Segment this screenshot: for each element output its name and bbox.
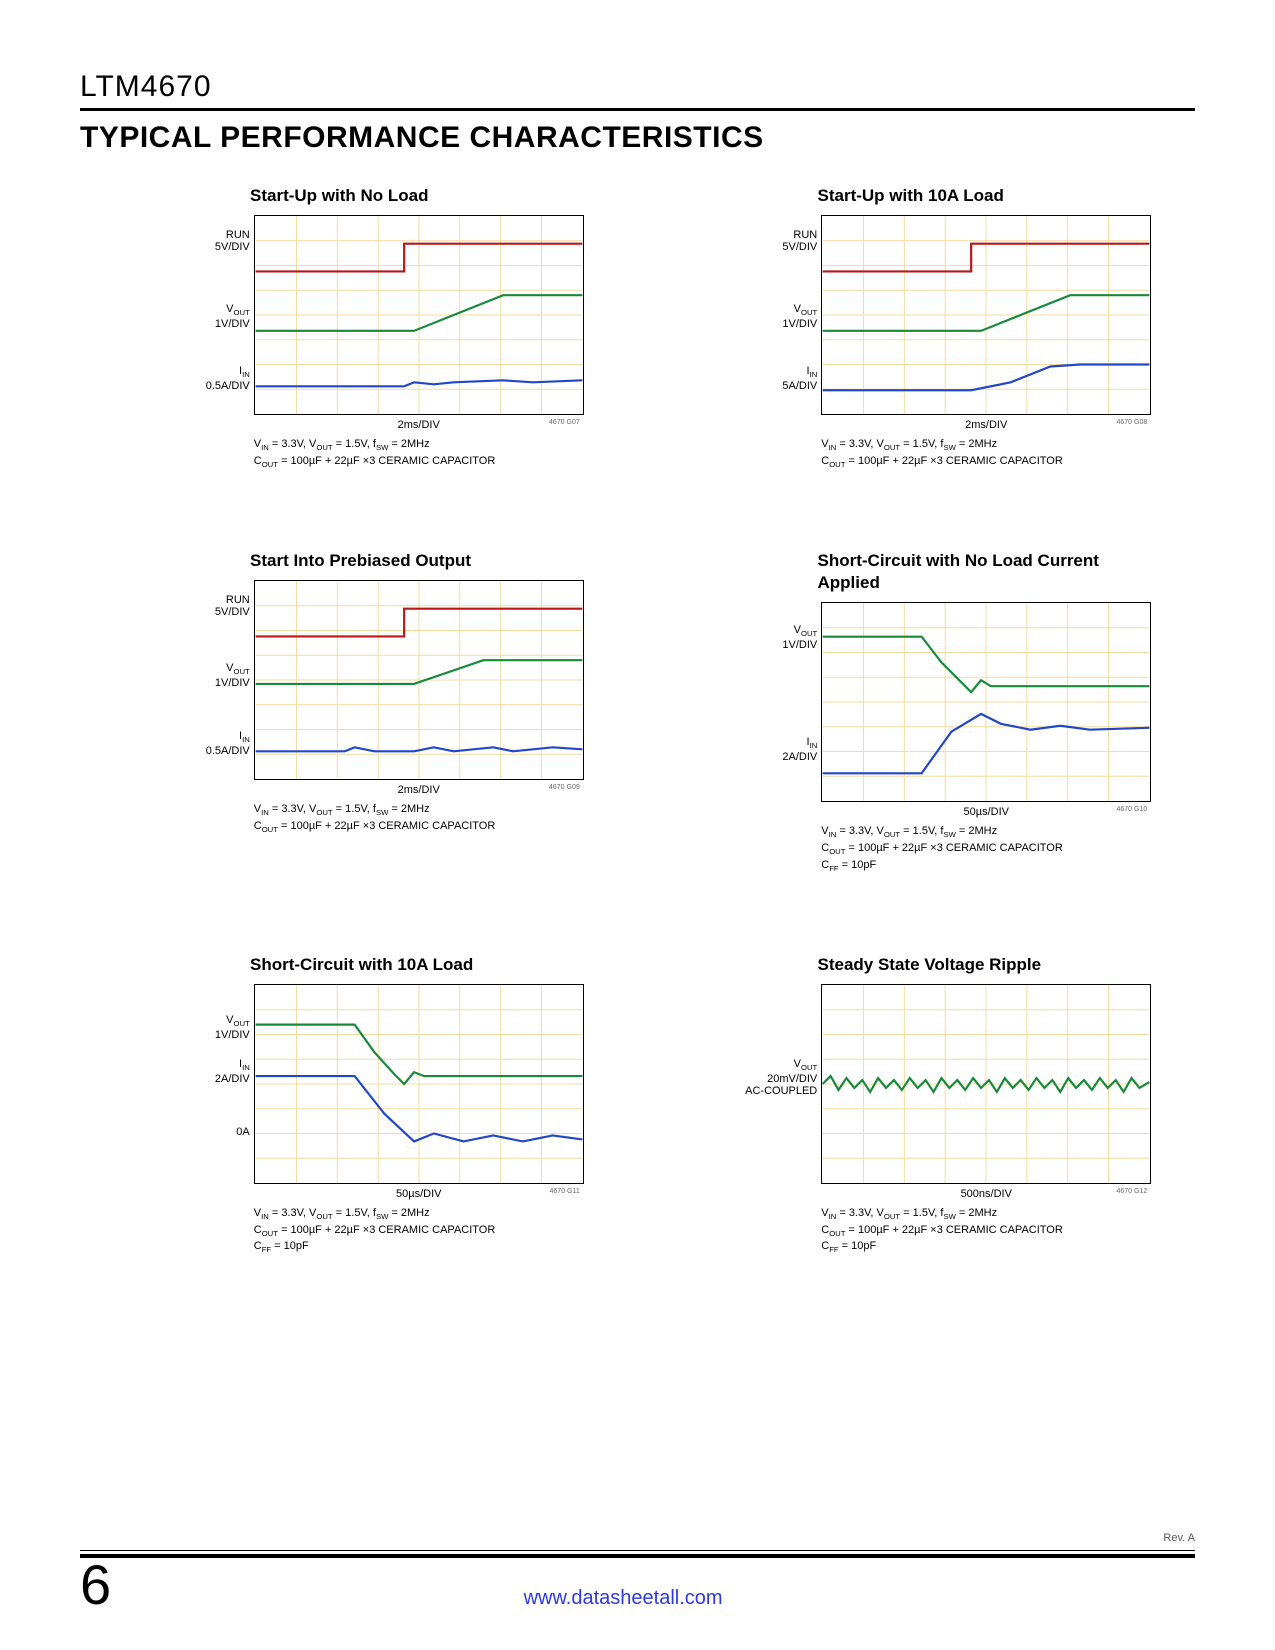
chart-title: Start-Up with No Load bbox=[250, 185, 428, 207]
oscilloscope-plot bbox=[254, 984, 584, 1184]
y-label: RUN5V/DIV bbox=[215, 229, 250, 253]
y-label: IIN0.5A/DIV bbox=[206, 365, 250, 392]
oscilloscope-plot bbox=[821, 984, 1151, 1184]
y-label: RUN5V/DIV bbox=[215, 594, 250, 618]
chart-block: Short-Circuit with No Load Current Appli… bbox=[708, 550, 1196, 874]
y-label: IIN5A/DIV bbox=[782, 365, 817, 392]
oscilloscope-plot bbox=[821, 602, 1151, 802]
chart-block: Start Into Prebiased OutputRUN5V/DIV VOUT… bbox=[140, 550, 628, 874]
y-label: VOUT1V/DIV bbox=[782, 624, 817, 651]
chart-block: Steady State Voltage Ripple VOUT20mV/DIVA… bbox=[708, 954, 1196, 1256]
figure-id: 4670 G07 bbox=[549, 419, 580, 426]
chart-caption: VIN = 3.3V, VOUT = 1.5V, fSW = 2MHzCOUT … bbox=[821, 1206, 1151, 1256]
x-axis-label: 50µs/DIV4670 G10 bbox=[821, 806, 1151, 818]
chart-block: Start-Up with 10A LoadRUN5V/DIV VOUT1V/DI… bbox=[708, 185, 1196, 470]
figure-id: 4670 G11 bbox=[550, 1188, 580, 1195]
chart-block: Start-Up with No LoadRUN5V/DIV VOUT1V/DIV… bbox=[140, 185, 628, 470]
y-label: RUN5V/DIV bbox=[782, 229, 817, 253]
y-label: IIN2A/DIV bbox=[782, 736, 817, 763]
x-axis-label: 2ms/DIV4670 G07 bbox=[254, 419, 584, 431]
chart-caption: VIN = 3.3V, VOUT = 1.5V, fSW = 2MHzCOUT … bbox=[254, 437, 584, 470]
y-label: 0A bbox=[236, 1126, 249, 1138]
chart-title: Steady State Voltage Ripple bbox=[818, 954, 1042, 976]
y-label: VOUT20mV/DIVAC-COUPLED bbox=[745, 1058, 817, 1097]
chart-caption: VIN = 3.3V, VOUT = 1.5V, fSW = 2MHzCOUT … bbox=[821, 824, 1151, 874]
rule-top bbox=[80, 108, 1195, 111]
footer: Rev. A 6 www.datasheetall.com bbox=[80, 1550, 1195, 1610]
y-axis-labels: VOUT1V/DIV IIN2A/DIV 0A bbox=[184, 984, 254, 1184]
x-axis-label: 2ms/DIV4670 G09 bbox=[254, 784, 584, 796]
y-label: VOUT1V/DIV bbox=[215, 662, 250, 689]
oscilloscope-plot bbox=[254, 215, 584, 415]
chart-block: Short-Circuit with 10A Load VOUT1V/DIV IIN… bbox=[140, 954, 628, 1256]
oscilloscope-plot bbox=[821, 215, 1151, 415]
footer-rule-2 bbox=[80, 1554, 1195, 1558]
y-label: VOUT1V/DIV bbox=[215, 1014, 250, 1041]
x-axis-label: 2ms/DIV4670 G08 bbox=[821, 419, 1151, 431]
chart-caption: VIN = 3.3V, VOUT = 1.5V, fSW = 2MHzCOUT … bbox=[254, 802, 584, 835]
page-number: 6 bbox=[80, 1560, 111, 1610]
y-axis-labels: RUN5V/DIV VOUT1V/DIV IIN0.5A/DIV bbox=[184, 580, 254, 780]
figure-id: 4670 G09 bbox=[549, 784, 580, 791]
chart-caption: VIN = 3.3V, VOUT = 1.5V, fSW = 2MHzCOUT … bbox=[821, 437, 1151, 470]
x-axis-label: 50µs/DIV4670 G11 bbox=[254, 1188, 584, 1200]
section-title: TYPICAL PERFORMANCE CHARACTERISTICS bbox=[80, 121, 1195, 155]
chart-title: Short-Circuit with 10A Load bbox=[250, 954, 473, 976]
oscilloscope-plot bbox=[254, 580, 584, 780]
y-label: IIN0.5A/DIV bbox=[206, 730, 250, 757]
chart-title: Start Into Prebiased Output bbox=[250, 550, 471, 572]
y-axis-labels: RUN5V/DIV VOUT1V/DIV IIN0.5A/DIV bbox=[184, 215, 254, 415]
x-axis-label: 500ns/DIV4670 G12 bbox=[821, 1188, 1151, 1200]
y-axis-labels: VOUT1V/DIV IIN2A/DIV bbox=[751, 602, 821, 802]
figure-id: 4670 G10 bbox=[1117, 806, 1148, 813]
figure-id: 4670 G12 bbox=[1117, 1188, 1148, 1195]
y-axis-labels: VOUT20mV/DIVAC-COUPLED bbox=[751, 984, 821, 1184]
revision-label: Rev. A bbox=[1163, 1532, 1195, 1544]
chart-title: Start-Up with 10A Load bbox=[818, 185, 1004, 207]
y-label: IIN2A/DIV bbox=[215, 1058, 250, 1085]
charts-grid: Start-Up with No LoadRUN5V/DIVVOUT1V/DIV… bbox=[80, 185, 1195, 1256]
y-label: VOUT1V/DIV bbox=[782, 303, 817, 330]
part-number: LTM4670 bbox=[80, 70, 1195, 104]
figure-id: 4670 G08 bbox=[1117, 419, 1148, 426]
chart-title: Short-Circuit with No Load Current Appli… bbox=[818, 550, 1138, 594]
footer-link[interactable]: www.datasheetall.com bbox=[111, 1587, 1135, 1610]
chart-caption: VIN = 3.3V, VOUT = 1.5V, fSW = 2MHzCOUT … bbox=[254, 1206, 584, 1256]
y-axis-labels: RUN5V/DIV VOUT1V/DIV IIN5A/DIV bbox=[751, 215, 821, 415]
y-label: VOUT1V/DIV bbox=[215, 303, 250, 330]
